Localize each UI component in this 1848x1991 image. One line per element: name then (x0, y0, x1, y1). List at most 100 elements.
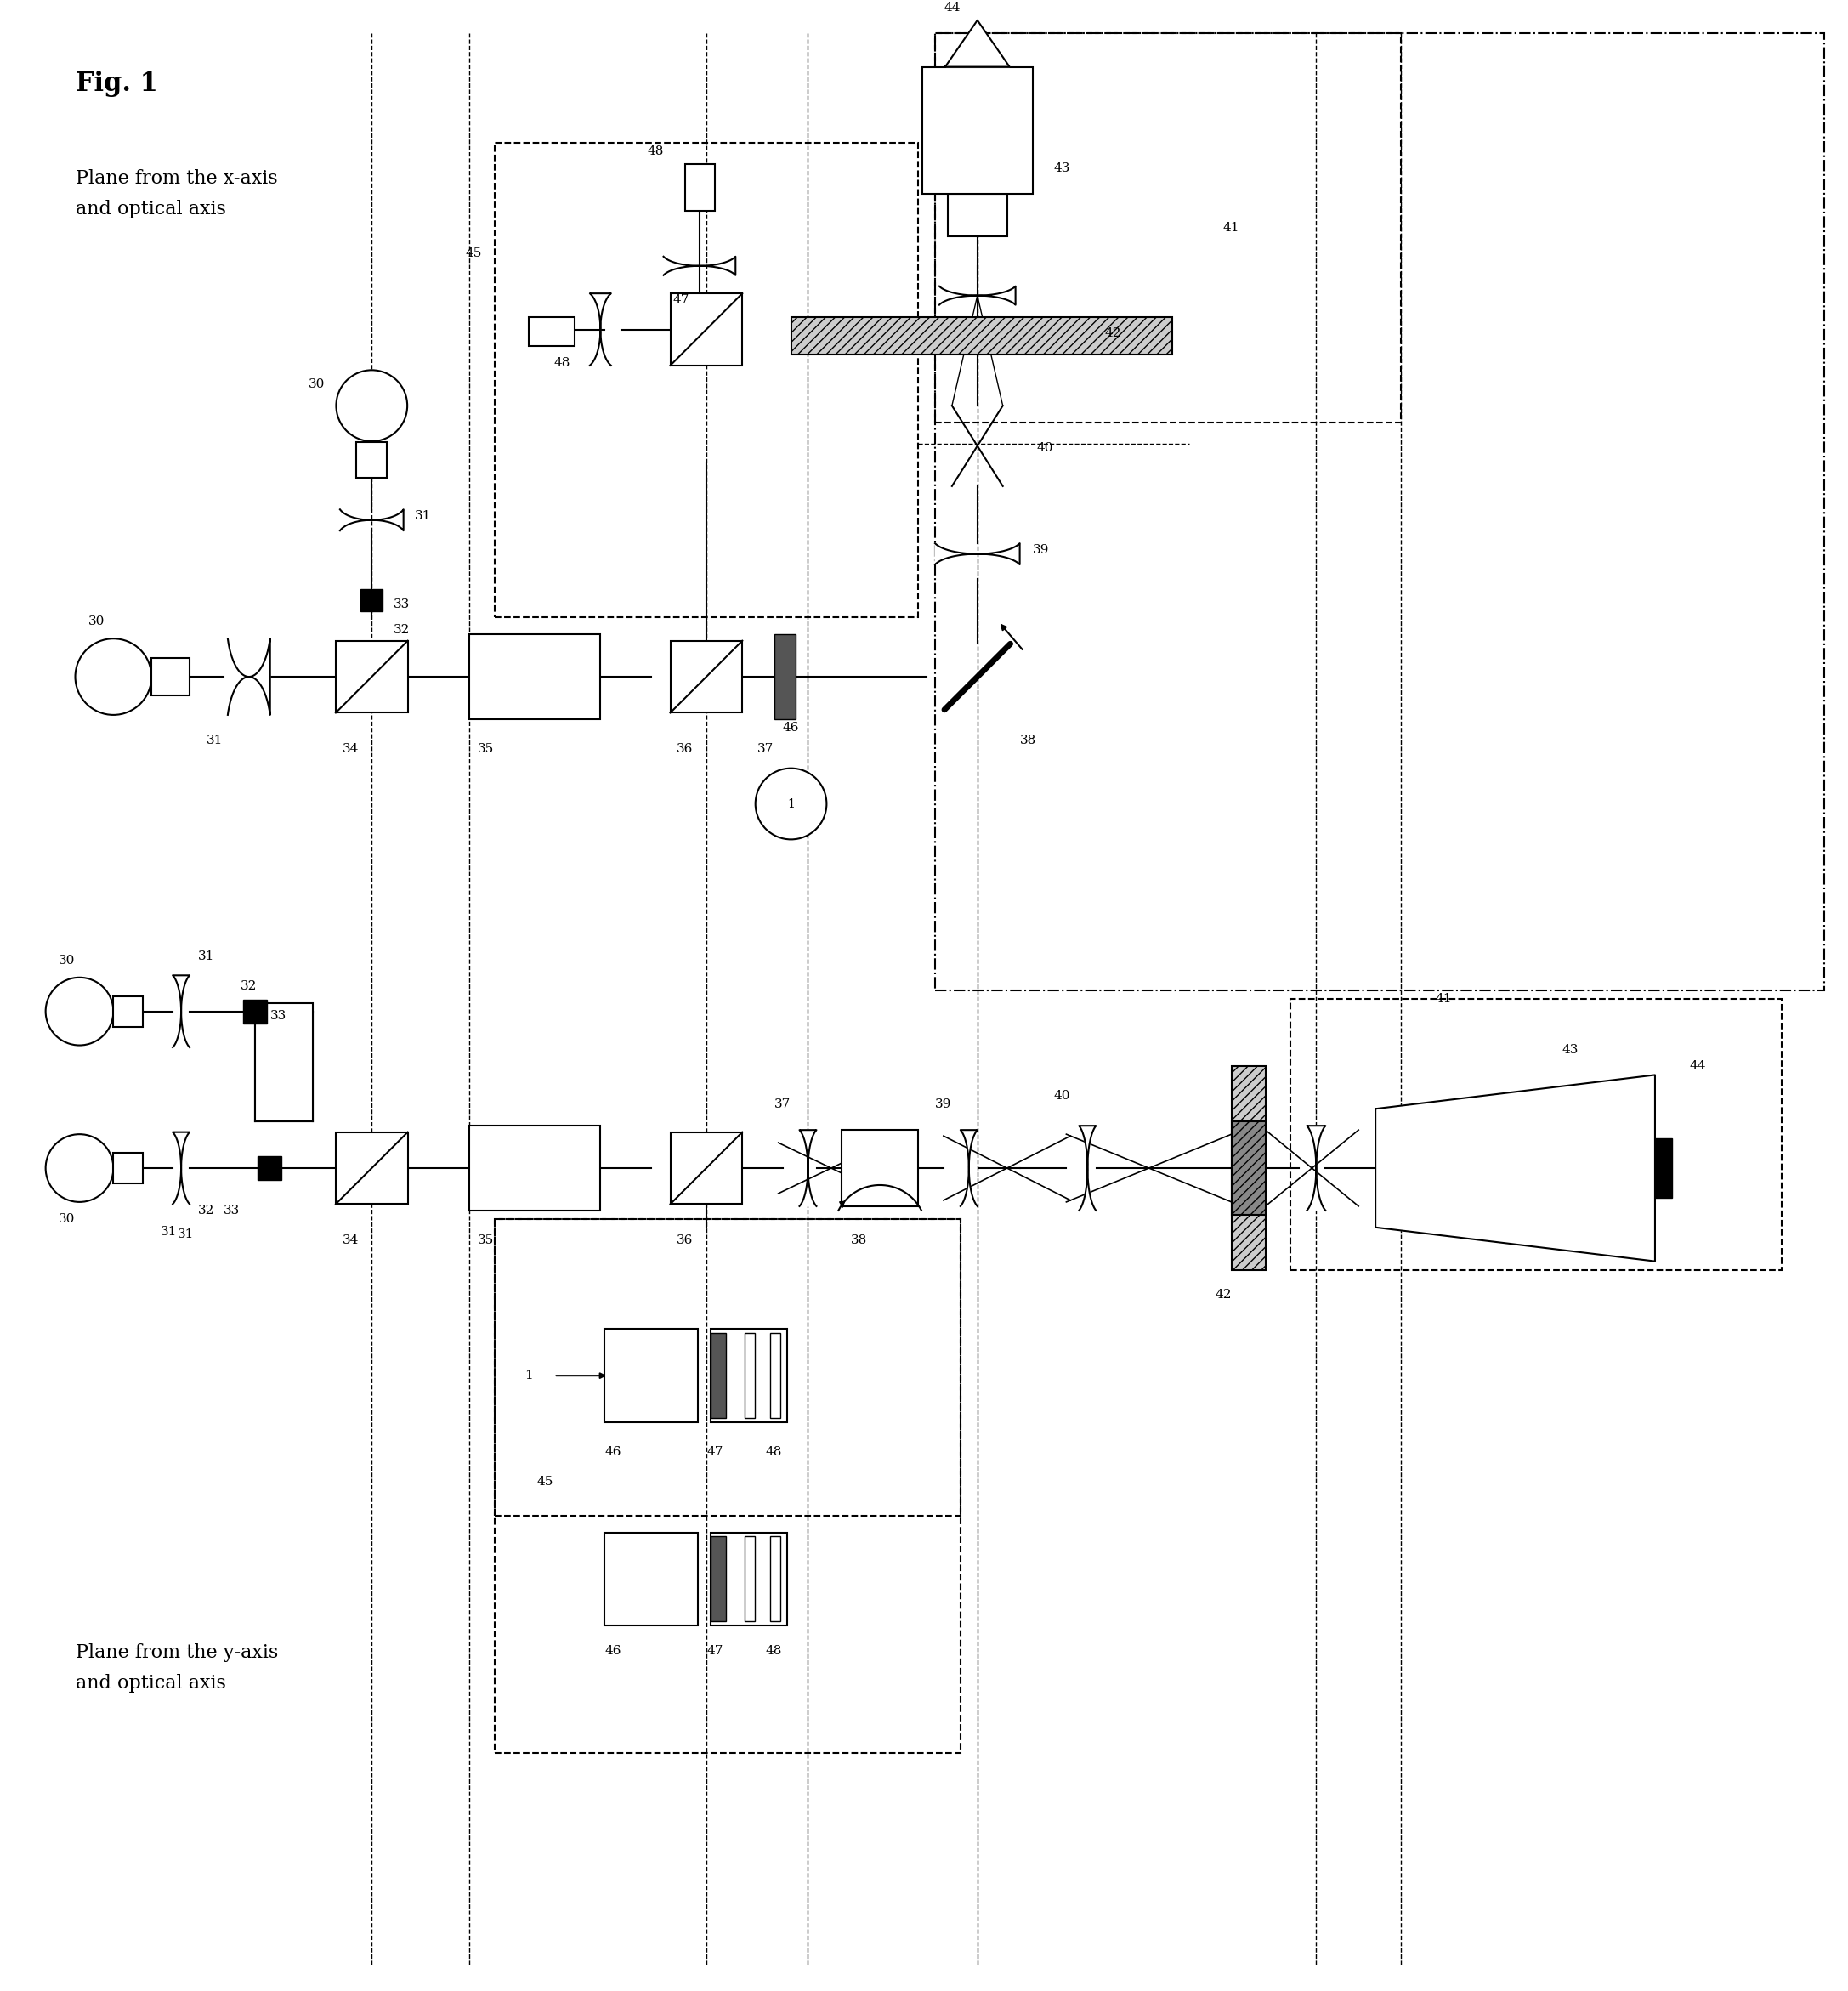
Text: 37: 37 (774, 1099, 791, 1111)
Polygon shape (944, 20, 1009, 68)
Polygon shape (172, 1133, 190, 1205)
Text: 32: 32 (240, 980, 257, 992)
Text: 1: 1 (787, 798, 795, 810)
Text: 39: 39 (935, 1099, 952, 1111)
Text: Plane from the y-axis
and optical axis: Plane from the y-axis and optical axis (76, 1643, 277, 1692)
Polygon shape (961, 1131, 978, 1207)
Text: 47: 47 (706, 1645, 723, 1657)
Text: 46: 46 (784, 721, 800, 733)
Text: 46: 46 (604, 1645, 621, 1657)
Circle shape (336, 370, 407, 442)
Text: 33: 33 (224, 1205, 240, 1217)
Bar (922, 68, 1033, 193)
Text: 44: 44 (944, 2, 961, 14)
Bar (529, 317, 575, 346)
Text: 42: 42 (1214, 1290, 1231, 1300)
Text: 31: 31 (161, 1226, 177, 1238)
Text: 37: 37 (758, 743, 774, 755)
Bar (255, 1003, 312, 1121)
Text: 48: 48 (554, 356, 571, 368)
Text: 47: 47 (706, 1445, 723, 1457)
Bar (495, 1218, 961, 1752)
Polygon shape (663, 257, 736, 275)
Polygon shape (800, 1131, 817, 1207)
Text: Fig. 1: Fig. 1 (76, 70, 157, 98)
Polygon shape (939, 287, 1016, 305)
Bar (357, 442, 386, 478)
Text: 33: 33 (270, 1009, 286, 1021)
Bar (469, 635, 601, 719)
Bar (843, 1131, 918, 1207)
Bar (686, 163, 715, 211)
Bar (604, 1330, 699, 1422)
Text: 42: 42 (1105, 329, 1122, 340)
Bar (495, 143, 918, 617)
Text: 41: 41 (1223, 221, 1240, 233)
Text: 35: 35 (479, 1234, 493, 1246)
Text: 34: 34 (342, 743, 359, 755)
Text: 31: 31 (198, 950, 214, 962)
Circle shape (46, 978, 113, 1045)
Bar (710, 1537, 726, 1621)
Polygon shape (1375, 1075, 1656, 1260)
Text: 30: 30 (59, 1213, 76, 1224)
Text: 30: 30 (89, 615, 105, 627)
Text: 32: 32 (198, 1205, 214, 1217)
Bar (710, 1330, 787, 1422)
Text: 46: 46 (604, 1445, 621, 1457)
Text: 44: 44 (1689, 1061, 1706, 1073)
Polygon shape (590, 293, 612, 366)
Text: 34: 34 (342, 1234, 359, 1246)
Text: 48: 48 (765, 1445, 782, 1457)
Polygon shape (1307, 1125, 1325, 1211)
Text: 36: 36 (676, 1234, 693, 1246)
Bar (1290, 999, 1781, 1270)
Text: 32: 32 (394, 625, 410, 635)
Text: 38: 38 (1020, 735, 1037, 747)
Bar (336, 1133, 408, 1205)
Polygon shape (1079, 1125, 1096, 1211)
Text: 48: 48 (647, 145, 663, 157)
Text: 45: 45 (466, 247, 482, 259)
Text: 38: 38 (850, 1234, 867, 1246)
Bar (257, 1157, 281, 1181)
Bar (935, 34, 1824, 990)
Text: 39: 39 (1033, 544, 1050, 555)
Bar (948, 193, 1007, 237)
Polygon shape (935, 544, 1020, 565)
Bar (771, 1334, 780, 1418)
Bar (935, 34, 1401, 422)
Text: 30: 30 (59, 954, 76, 966)
Bar (710, 1533, 787, 1625)
Bar (671, 293, 743, 366)
Bar (671, 1133, 743, 1205)
Bar (113, 996, 142, 1027)
Polygon shape (340, 510, 403, 532)
Polygon shape (227, 639, 270, 715)
Text: 43: 43 (1053, 163, 1070, 175)
Text: 30: 30 (309, 378, 325, 390)
Bar (242, 999, 266, 1023)
Text: 40: 40 (1053, 1091, 1070, 1103)
Bar (113, 1153, 142, 1183)
Text: 45: 45 (538, 1475, 554, 1487)
Bar (671, 641, 743, 713)
Text: 48: 48 (765, 1645, 782, 1657)
Text: 31: 31 (414, 510, 431, 522)
Text: 31: 31 (177, 1228, 194, 1240)
Bar (791, 317, 1172, 354)
Bar (152, 659, 190, 695)
Bar (336, 641, 408, 713)
Bar (360, 589, 383, 611)
Polygon shape (172, 976, 190, 1047)
Text: 33: 33 (394, 599, 410, 611)
Text: Plane from the x-axis
and optical axis: Plane from the x-axis and optical axis (76, 169, 277, 219)
Circle shape (756, 769, 826, 840)
Bar (710, 1334, 726, 1418)
Text: 1: 1 (525, 1370, 532, 1382)
Circle shape (46, 1135, 113, 1203)
Bar (774, 635, 795, 719)
Bar (469, 1125, 601, 1211)
Text: 35: 35 (479, 743, 493, 755)
Text: 40: 40 (1037, 442, 1053, 454)
